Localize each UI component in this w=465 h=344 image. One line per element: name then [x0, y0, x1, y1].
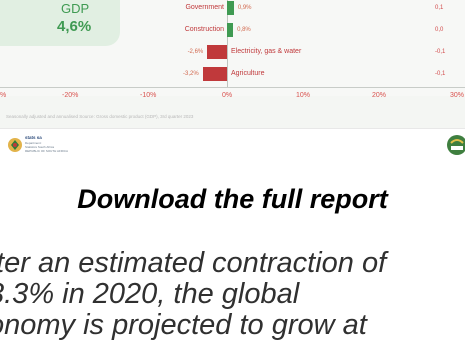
- value-label: 0,9%: [237, 5, 252, 11]
- category-label: Government: [185, 4, 224, 11]
- category-label: Construction: [184, 26, 224, 33]
- chart-panel: GDP 4,6% Government 0,9% 0,1 Construction 0,…: [0, 0, 465, 99]
- stats-sa-logo-icon: [8, 138, 22, 152]
- x-tick-label: 30%: [450, 92, 465, 99]
- source-note: Seasonally adjusted and annualised Sourc…: [6, 114, 194, 119]
- category-label: Electricity, gas & water: [231, 48, 302, 55]
- download-full-report-link[interactable]: Download the full report: [77, 184, 388, 214]
- report-infographic: GDP 4,6% Government 0,9% 0,1 Construction 0,…: [0, 0, 465, 158]
- body-line: fter an estimated contraction of: [0, 247, 387, 279]
- x-axis-line: [0, 87, 465, 88]
- chart-bar: [227, 23, 234, 37]
- chart-bar: [207, 45, 227, 59]
- right-value-label: 0,0: [435, 27, 444, 33]
- zero-axis-line: [227, 0, 228, 88]
- stats-sa-subtitle-line: REPUBLIC OF SOUTH AFRICA: [25, 149, 69, 153]
- x-tick-label: 20%: [372, 92, 387, 99]
- category-label: Agriculture: [231, 70, 265, 77]
- chart-bar: [227, 1, 234, 15]
- x-tick-label: 0%: [222, 92, 233, 99]
- value-label: 0,8%: [237, 27, 251, 33]
- right-value-label: -0,1: [435, 71, 446, 77]
- chart-bar: [202, 67, 227, 81]
- x-tick-label: 10%: [296, 92, 311, 99]
- value-label: -3,2%: [183, 71, 199, 77]
- stats-sa-subtitle: Department: Statistics South Africa REPU…: [25, 141, 68, 153]
- ndp-logo-icon: [447, 135, 465, 155]
- body-line: onomy is projected to grow at: [0, 309, 367, 341]
- gdp-value: 4,6%: [57, 18, 92, 35]
- right-value-label: -0,1: [435, 49, 446, 55]
- stats-sa-subtitle-line: Department:: [25, 141, 42, 145]
- x-tick-label: -20%: [62, 92, 79, 99]
- body-line: 3.3% in 2020, the global: [0, 278, 300, 310]
- logo-strip: stats sa Department: Statistics South Af…: [0, 128, 465, 158]
- value-label: -2,6%: [187, 49, 204, 55]
- stats-sa-name: stats sa: [25, 135, 42, 140]
- x-tick-label: %: [0, 92, 7, 99]
- right-value-label: 0,1: [435, 5, 444, 11]
- x-tick-label: -10%: [140, 92, 157, 99]
- gdp-summary-box: [0, 0, 120, 46]
- gdp-label: GDP: [61, 1, 90, 16]
- stats-sa-subtitle-line: Statistics South Africa: [25, 145, 55, 149]
- article-body: fter an estimated contraction of 3.3% in…: [0, 248, 465, 341]
